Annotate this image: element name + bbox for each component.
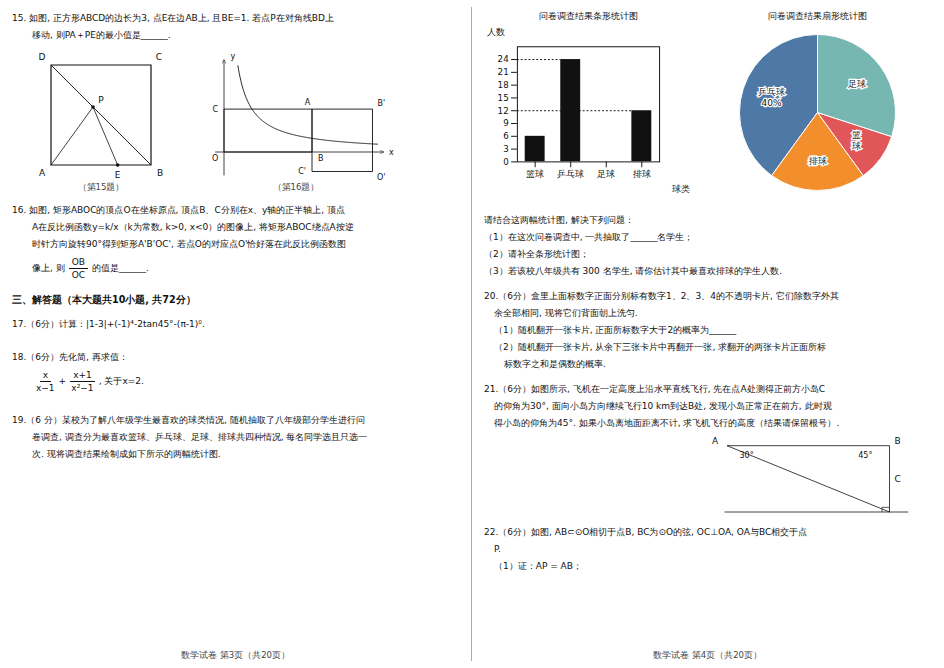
svg-text:排球: 排球 xyxy=(633,169,651,179)
html-text:（第15题）: （第15题） xyxy=(77,182,125,192)
svg-text:C: C xyxy=(895,474,901,484)
html-text:三、解答题（本大题共10小题, 共72分）: 三、解答题（本大题共10小题, 共72分） xyxy=(12,294,196,305)
svg-text:9: 9 xyxy=(503,118,509,128)
html-text:问卷调查结果条形统计图: 问卷调查结果条形统计图 xyxy=(538,11,638,21)
html-text:的仰角为30°, 面向小岛方向继续飞行10 km到达B处,: 的仰角为30°, 面向小岛方向继续飞行10 km到达B处, 发现小岛正常正在前方… xyxy=(494,401,832,411)
html-text:（2）请补全条形统计图；: （2）请补全条形统计图； xyxy=(484,249,589,259)
svg-text:A: A xyxy=(39,168,46,178)
html-text:A在反比例函数y=k/x（k为常数, k>0, x<0）的图: A在反比例函数y=k/x（k为常数, k>0, x<0）的图像上, 将矩形ABO… xyxy=(32,222,354,232)
svg-text:C: C xyxy=(156,52,162,62)
html-text:19.（6 分）某校为了解八年级学生最喜欢的球类情况, 随机: 19.（6 分）某校为了解八年级学生最喜欢的球类情况, 随机抽取了八年级部分学生… xyxy=(12,415,365,425)
html-text:标数字之和是偶数的概率.: 标数字之和是偶数的概率. xyxy=(504,359,606,369)
html-text:数学试卷 第4页（共20页）: 数学试卷 第4页（共20页） xyxy=(653,650,762,660)
svg-text:篮球: 篮球 xyxy=(526,169,544,179)
html-text:17.（6分）计算：|1-3|+(-1)⁴-2tan45°-: 17.（6分）计算：|1-3|+(-1)⁴-2tan45°-(π-1)⁰. xyxy=(12,319,205,329)
html-text:问卷调查结果扇形统计图: 问卷调查结果扇形统计图 xyxy=(768,11,867,21)
html-text:请结合这两幅统计图, 解决下列问题：: 请结合这两幅统计图, 解决下列问题： xyxy=(484,215,634,225)
html-text:18.（6分）先化简, 再求值：: 18.（6分）先化简, 再求值： xyxy=(12,352,128,362)
html-text:16. 如图, 矩形ABOC的顶点O在坐标原点, 顶点B、C: 16. 如图, 矩形ABOC的顶点O在坐标原点, 顶点B、C分别在x、y轴的正半… xyxy=(12,205,346,215)
html-text:（2）随机翻开一张卡片, 从余下三张卡片中再翻开一张, 求翻: （2）随机翻开一张卡片, 从余下三张卡片中再翻开一张, 求翻开的两张卡片正面所标 xyxy=(494,342,827,352)
svg-text:6: 6 xyxy=(503,131,509,141)
html-text:x+1: x+1 xyxy=(73,370,92,380)
svg-text:21: 21 xyxy=(498,67,509,77)
svg-text:E: E xyxy=(115,170,121,180)
html-text:卷调查, 调查分为最喜欢篮球、乒乓球、足球、排球共四种情况,: 卷调查, 调查分为最喜欢篮球、乒乓球、足球、排球共四种情况, 每名同学选且只选一 xyxy=(32,432,368,442)
html-text:15. 如图, 正方形ABCD的边长为3, 点E在边AB上,: 15. 如图, 正方形ABCD的边长为3, 点E在边AB上, 且BE=1. 若点… xyxy=(12,13,334,23)
html-text:x²−1: x²−1 xyxy=(71,383,94,393)
svg-text:排球: 排球 xyxy=(809,156,827,166)
html-text:P.: P. xyxy=(494,544,501,554)
svg-text:B: B xyxy=(318,154,324,163)
svg-text:足球: 足球 xyxy=(597,169,615,179)
svg-text:30°: 30° xyxy=(740,451,754,460)
html-text:的值是______.: 的值是______. xyxy=(92,263,149,273)
svg-text:18: 18 xyxy=(498,80,509,90)
svg-text:乒乓球40%: 乒乓球40% xyxy=(758,87,785,108)
html-text:OC: OC xyxy=(71,270,85,280)
svg-text:0: 0 xyxy=(503,157,509,167)
html-text:x−1: x−1 xyxy=(36,383,55,393)
html-text:22.（6分）如图, AB⊂⊙O相切于点B, BC为⊙O的弦: 22.（6分）如图, AB⊂⊙O相切于点B, BC为⊙O的弦, OC⊥OA, O… xyxy=(484,527,808,537)
svg-text:C: C xyxy=(212,105,218,114)
html-text:x: x xyxy=(42,370,48,380)
svg-text:15: 15 xyxy=(498,93,509,103)
html-text:移动, 则PA＋PE的最小值是______.: 移动, 则PA＋PE的最小值是______. xyxy=(32,30,171,40)
html-text:次. 现将调查结果绘制成如下所示的两幅统计图.: 次. 现将调查结果绘制成如下所示的两幅统计图. xyxy=(32,449,221,459)
svg-text:3: 3 xyxy=(503,144,509,154)
html-text:（第16题）: （第16题） xyxy=(272,182,320,192)
svg-text:C': C' xyxy=(298,167,306,176)
html-text:（3）若该校八年级共有 300 名学生, 请你估计其中最喜欢: （3）若该校八年级共有 300 名学生, 请你估计其中最喜欢排球的学生人数. xyxy=(484,266,783,276)
svg-text:A: A xyxy=(712,436,719,446)
svg-text:24: 24 xyxy=(498,54,510,64)
html-text:, 关于x=2.: , 关于x=2. xyxy=(98,376,144,386)
svg-text:45°: 45° xyxy=(858,451,872,460)
svg-text:B: B xyxy=(895,436,901,446)
svg-text:12: 12 xyxy=(498,106,509,116)
html-text:像上, 则: 像上, 则 xyxy=(32,263,65,273)
svg-text:O: O xyxy=(212,154,218,163)
html-text:得小岛的仰角为45°. 如果小岛离地面距离不计, 求飞机飞行: 得小岛的仰角为45°. 如果小岛离地面距离不计, 求飞机飞行的高度（结果请保留根… xyxy=(494,418,840,428)
html-text:（1）在这次问卷调查中, 一共抽取了______名学生；: （1）在这次问卷调查中, 一共抽取了______名学生； xyxy=(484,232,694,242)
svg-text:B: B xyxy=(157,168,163,178)
html-text:（1）证：AP = AB；: （1）证：AP = AB； xyxy=(494,561,582,571)
html-text:21.（6分）如图所示, 飞机在一定高度上沿水平直线飞行,: 21.（6分）如图所示, 飞机在一定高度上沿水平直线飞行, 先在点A处测得正前方… xyxy=(484,384,825,394)
svg-text:P: P xyxy=(98,95,104,105)
html-text:余全部相同, 现将它们背面朝上洗匀.: 余全部相同, 现将它们背面朝上洗匀. xyxy=(494,308,638,318)
svg-text:O': O' xyxy=(377,173,386,182)
svg-text:x: x xyxy=(389,148,394,157)
svg-text:球类: 球类 xyxy=(672,184,690,194)
svg-text:乒乓球: 乒乓球 xyxy=(557,169,584,179)
svg-text:足球: 足球 xyxy=(848,79,866,89)
html-text:时针方向旋转90°得到矩形A'B'OC', 若点O的对应点O: 时针方向旋转90°得到矩形A'B'OC', 若点O的对应点O'恰好落在此反比例函… xyxy=(32,239,347,249)
html-text:数学试卷 第3页（共20页）: 数学试卷 第3页（共20页） xyxy=(181,650,290,660)
svg-text:篮球: 篮球 xyxy=(852,130,861,151)
svg-text:y: y xyxy=(231,52,236,61)
svg-text:人数: 人数 xyxy=(487,27,505,37)
svg-text:D: D xyxy=(39,52,46,62)
html-text:20.（6分）盒里上面标数字正面分别标有数字1、2、3、4的: 20.（6分）盒里上面标数字正面分别标有数字1、2、3、4的不透明卡片, 它们除… xyxy=(484,291,839,301)
html-text:（1）随机翻开一张卡片, 正面所标数字大于2的概率为____: （1）随机翻开一张卡片, 正面所标数字大于2的概率为______ xyxy=(494,325,737,335)
html-text:OB: OB xyxy=(71,257,85,267)
svg-text:B': B' xyxy=(377,99,385,108)
svg-text:A: A xyxy=(305,98,311,107)
